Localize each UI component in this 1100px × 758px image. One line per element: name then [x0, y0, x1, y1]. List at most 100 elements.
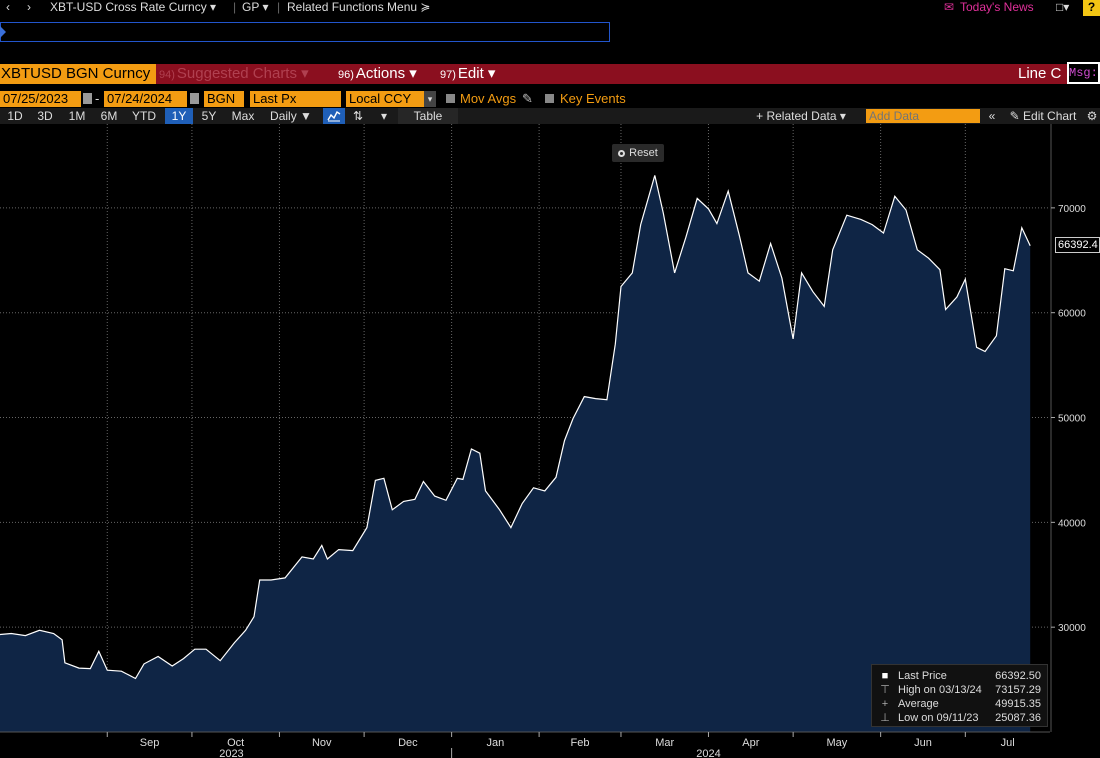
- legend-last-price[interactable]: ■ Last Price 66392.50: [876, 669, 1043, 683]
- chart-legend: ■ Last Price 66392.50 ⊤ High on 03/13/24…: [871, 664, 1048, 727]
- y-tick-label: 30000: [1058, 623, 1086, 634]
- period-6m-button[interactable]: 6M: [100, 109, 118, 123]
- x-tick-label: Dec: [398, 737, 418, 749]
- y-tick-label: 40000: [1058, 518, 1086, 529]
- function-menu[interactable]: GP ▾: [242, 0, 269, 14]
- legend-value: 73157.29: [995, 684, 1041, 696]
- date-separator: -: [95, 91, 100, 106]
- message-field[interactable]: Msg:: [1067, 62, 1100, 84]
- edit-menu[interactable]: 97) Edit ▾: [440, 64, 495, 84]
- currency-dropdown-icon[interactable]: ▾: [424, 91, 436, 107]
- x-tick-label: Nov: [312, 737, 332, 749]
- legend-label: Low on 09/11/23: [898, 712, 979, 724]
- source-field[interactable]: BGN: [204, 91, 244, 107]
- x-tick-label: Mar: [655, 737, 674, 749]
- chart-style-dropdown-icon[interactable]: ▾: [380, 109, 388, 123]
- legend-label: Last Price: [898, 670, 947, 682]
- table-button[interactable]: Table: [398, 108, 458, 124]
- period-1m-button[interactable]: 1M: [68, 109, 86, 123]
- legend-label: High on 03/13/24: [898, 684, 982, 696]
- legend-label: Average: [898, 698, 939, 710]
- edit-chart-label: Edit Chart: [1023, 109, 1077, 123]
- chart-toolbar: [0, 108, 1100, 124]
- mov-avgs-label[interactable]: Mov Avgs: [460, 91, 517, 106]
- command-line-input[interactable]: [0, 22, 610, 42]
- pencil-icon[interactable]: ✎: [522, 91, 533, 106]
- key-events-label[interactable]: Key Events: [560, 91, 626, 106]
- key-events-checkbox[interactable]: [545, 94, 554, 103]
- menu-number: 97): [440, 69, 456, 81]
- end-date-field[interactable]: 07/24/2024: [104, 91, 187, 107]
- x-tick-label: Jan: [486, 737, 504, 749]
- reset-label: Reset: [629, 147, 658, 159]
- window-icon[interactable]: □▾: [1056, 0, 1070, 14]
- calendar-icon[interactable]: [190, 93, 199, 104]
- legend-value: 49915.35: [995, 698, 1041, 710]
- bar-chart-icon[interactable]: ⇅: [352, 109, 364, 123]
- top-bar: ‹ › XBT-USD Cross Rate Curncy ▾ | GP ▾ |…: [0, 0, 1100, 16]
- period-3d-button[interactable]: 3D: [37, 109, 53, 123]
- average-marker-icon: +: [881, 698, 889, 710]
- news-icon: ✉: [944, 0, 955, 14]
- x-tick-label: Jun: [914, 737, 932, 749]
- command-arrow-icon: [0, 26, 6, 38]
- low-marker-icon: ⊥: [880, 712, 890, 724]
- related-data-button[interactable]: + Related Data ▾: [756, 109, 846, 123]
- actions-menu[interactable]: 96) Actions ▾: [338, 64, 417, 84]
- reset-icon: [618, 150, 626, 157]
- frequency-dropdown[interactable]: Daily ▼: [270, 109, 312, 123]
- legend-value: 25087.36: [995, 712, 1041, 724]
- period-1d-button[interactable]: 1D: [7, 109, 23, 123]
- related-functions-menu[interactable]: Related Functions Menu ≽: [287, 0, 431, 14]
- forward-icon[interactable]: ›: [27, 0, 31, 14]
- legend-low[interactable]: ⊥ Low on 09/11/23 25087.36: [876, 711, 1043, 725]
- field-selector[interactable]: Last Px: [250, 91, 341, 107]
- todays-news-link[interactable]: Today's News: [960, 0, 1034, 14]
- y-tick-label: 70000: [1058, 204, 1086, 215]
- x-tick-label: Oct: [227, 737, 244, 749]
- period-max-button[interactable]: Max: [231, 109, 255, 123]
- x-tick-label: Apr: [742, 737, 759, 749]
- collapse-icon[interactable]: «: [988, 109, 996, 123]
- edit-chart-button[interactable]: ✎ Edit Chart: [1004, 108, 1082, 124]
- security-title[interactable]: XBT-USD Cross Rate Curncy ▾: [50, 0, 217, 14]
- menu-number: 96): [338, 69, 354, 81]
- last-price-tag: 66392.4: [1055, 237, 1100, 253]
- high-marker-icon: ⊤: [880, 684, 890, 696]
- period-5y-button[interactable]: 5Y: [201, 109, 217, 123]
- legend-average[interactable]: + Average 49915.35: [876, 697, 1043, 711]
- year-label: 2023: [219, 748, 243, 758]
- year-label: 2024: [696, 748, 720, 758]
- legend-value: 66392.50: [995, 670, 1041, 682]
- ticker-field[interactable]: XBTUSD BGN Curncy: [0, 64, 156, 84]
- period-ytd-button[interactable]: YTD: [132, 109, 156, 123]
- back-icon[interactable]: ‹: [6, 0, 10, 14]
- reset-zoom-button[interactable]: Reset: [612, 144, 664, 162]
- line-chart-icon[interactable]: [323, 108, 345, 124]
- white-square-icon: ■: [881, 670, 889, 682]
- start-date-field[interactable]: 07/25/2023: [0, 91, 81, 107]
- separator: |: [277, 0, 281, 14]
- add-data-input[interactable]: [866, 109, 980, 123]
- menu-number: 94): [159, 69, 175, 81]
- price-line: [0, 175, 1031, 680]
- legend-high[interactable]: ⊤ High on 03/13/24 73157.29: [876, 683, 1043, 697]
- calendar-icon[interactable]: [83, 93, 92, 104]
- currency-field[interactable]: Local CCY: [346, 91, 424, 107]
- period-1y-button[interactable]: 1Y: [165, 108, 193, 124]
- chart-type-label: Line C: [1018, 65, 1062, 82]
- x-axis: Sep Oct Nov Dec Jan Feb Mar Apr May Jun Jul 2023 202…: [0, 731, 1050, 758]
- suggested-charts-menu[interactable]: 94) Suggested Charts ▾: [159, 64, 335, 84]
- x-tick-label: Feb: [571, 737, 590, 749]
- y-axis: 30000 40000 50000 60000 70000: [1051, 204, 1086, 634]
- price-chart[interactable]: 30000 40000 50000 60000 70000 Sep Oct Nov Dec Ja…: [0, 124, 1100, 758]
- x-tick-label: Sep: [140, 737, 160, 749]
- y-tick-label: 60000: [1058, 309, 1086, 320]
- separator: |: [233, 0, 237, 14]
- pencil-icon: ✎: [1009, 109, 1020, 123]
- suggested-charts-label: Suggested Charts ▾: [176, 65, 309, 82]
- mov-avgs-checkbox[interactable]: [446, 94, 455, 103]
- x-tick-label: Jul: [1001, 737, 1015, 749]
- settings-gear-icon[interactable]: ⚙: [1086, 109, 1098, 123]
- help-icon[interactable]: ?: [1083, 0, 1100, 16]
